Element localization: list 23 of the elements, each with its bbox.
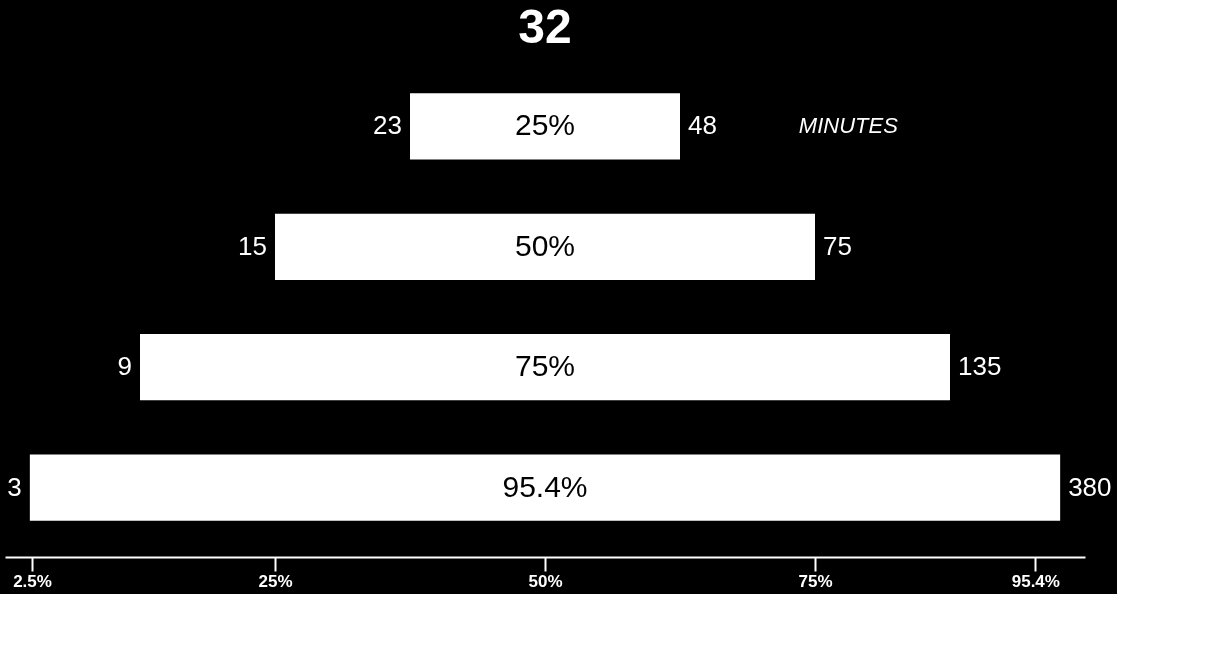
x-tick-label: 75% — [798, 571, 833, 591]
annotation: 135 — [958, 351, 1002, 382]
x-tick-label: 95.4% — [1011, 571, 1060, 591]
data-label: 95.4% — [502, 469, 588, 503]
bar — [29, 454, 1061, 521]
data-label: 25% — [514, 108, 576, 142]
bar — [140, 334, 950, 401]
x-tick-label: 2.5% — [13, 571, 52, 591]
chart-title: 32 — [518, 0, 572, 53]
x-tick-label: 50% — [528, 571, 563, 591]
annotation: 75 — [823, 230, 852, 261]
x-tick-label: 25% — [258, 571, 293, 591]
annotation: 9 — [117, 351, 132, 382]
bar — [410, 93, 680, 160]
annotation: 380 — [1068, 471, 1112, 502]
data-label: 75% — [514, 349, 576, 383]
annotation: 48 — [688, 110, 717, 141]
annotation: 23 — [373, 110, 402, 141]
annotation: 15 — [238, 230, 267, 261]
bar — [275, 213, 815, 280]
annotation: MINUTES — [798, 113, 899, 139]
annotation: 3 — [7, 471, 22, 502]
data-label: 50% — [514, 228, 576, 262]
